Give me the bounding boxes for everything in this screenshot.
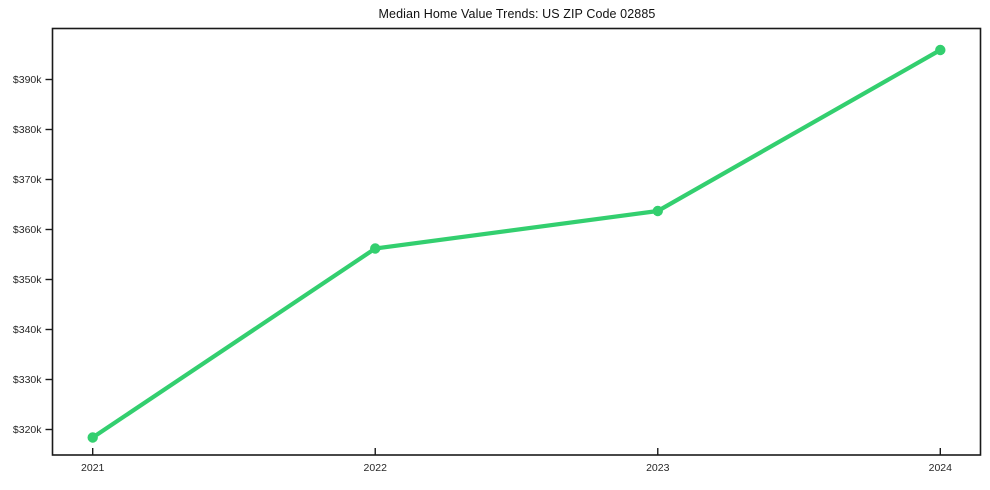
y-tick-label: $370k bbox=[13, 174, 42, 186]
data-point-2024 bbox=[935, 44, 946, 56]
y-tick-label: $390k bbox=[13, 74, 42, 86]
y-tick-label: $360k bbox=[13, 224, 42, 236]
y-tick-label: $350k bbox=[13, 274, 42, 286]
y-tick-label: $330k bbox=[13, 374, 42, 386]
x-tick-label: 2021 bbox=[81, 462, 105, 474]
x-tick-label: 2024 bbox=[929, 462, 953, 474]
y-tick-label: $340k bbox=[13, 324, 42, 336]
plot-border bbox=[51, 27, 982, 456]
data-point-2021 bbox=[87, 432, 98, 443]
data-point-2023 bbox=[652, 205, 663, 217]
chart-title: Median Home Value Trends: US ZIP Code 02… bbox=[378, 7, 656, 21]
trend-line bbox=[90, 47, 943, 440]
x-tick-label: 2022 bbox=[364, 462, 388, 474]
data-point-2022 bbox=[370, 243, 381, 254]
x-tick-label: 2023 bbox=[646, 462, 670, 474]
y-tick-label: $320k bbox=[13, 424, 42, 436]
y-tick-label: $380k bbox=[13, 124, 42, 136]
